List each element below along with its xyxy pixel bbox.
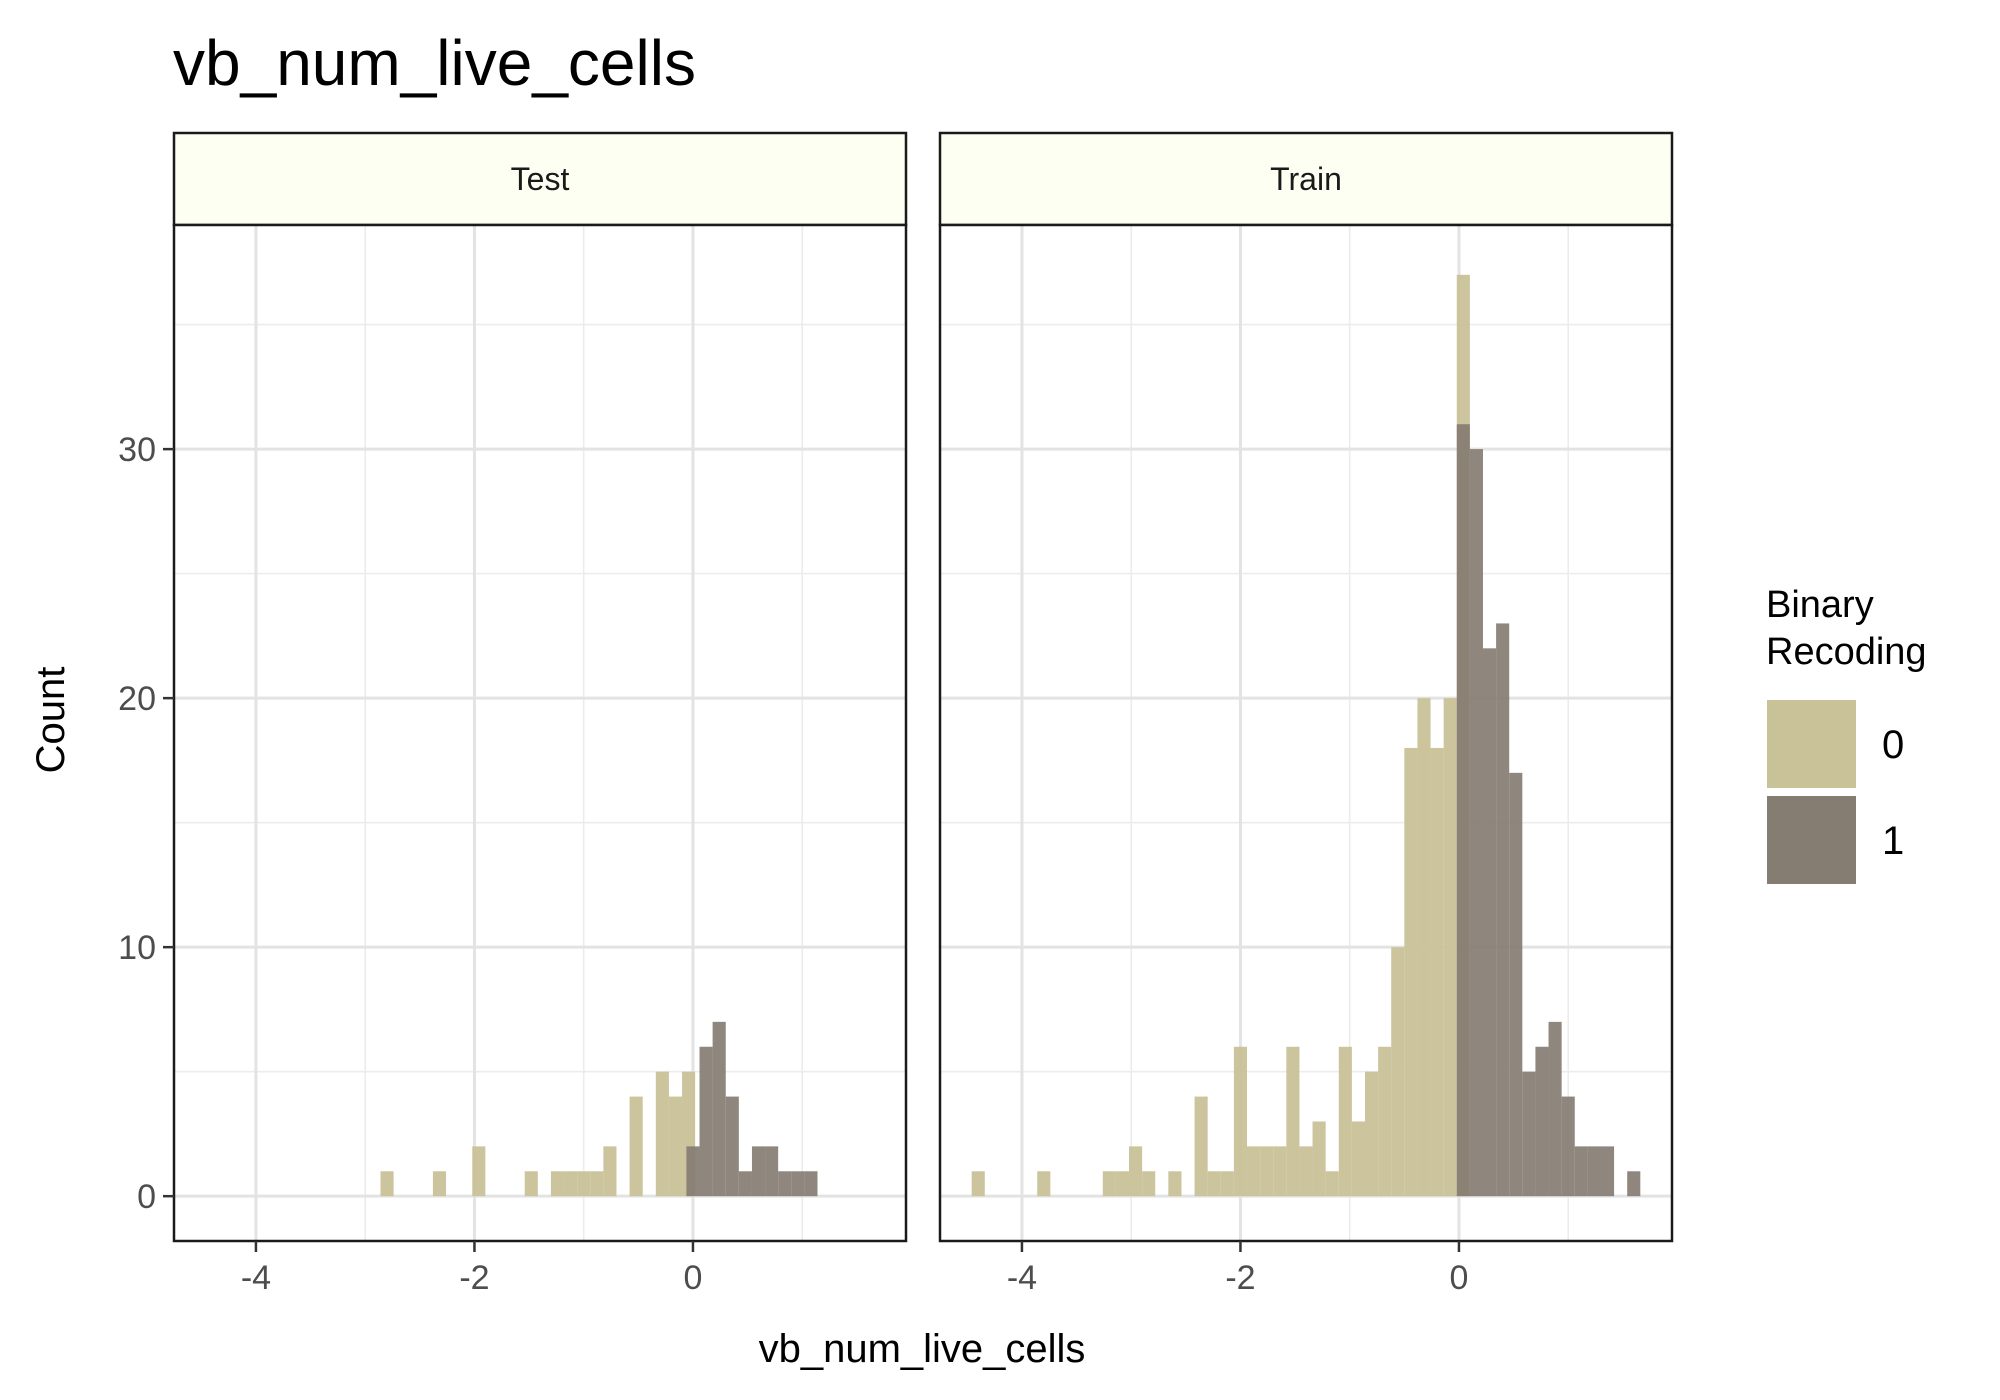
histogram-bar-series-1 [686, 1146, 700, 1197]
histogram-bar-series-1 [712, 1021, 726, 1197]
histogram-bar-series-0 [590, 1171, 604, 1197]
histogram-bar-series-1 [1456, 424, 1470, 1197]
histogram-bar-series-0 [472, 1146, 486, 1197]
legend-key-1 [1767, 796, 1856, 884]
histogram-bar-series-0 [1417, 698, 1431, 1197]
facet-train: Train -4 -2 0 [938, 131, 1674, 1297]
x-tick-label: -4 [241, 1259, 271, 1297]
y-tick-label: 30 [118, 431, 156, 469]
x-tick-label: -2 [1225, 1259, 1255, 1297]
histogram-bar-series-0 [1220, 1171, 1234, 1197]
histogram-bar-series-0 [1207, 1171, 1221, 1197]
histogram-bar-series-0 [971, 1171, 985, 1197]
legend-title-line: Recoding [1766, 631, 1927, 673]
histogram-bar-series-1 [778, 1171, 792, 1197]
histogram-bar-series-0 [1115, 1171, 1130, 1197]
strip-label: Test [511, 161, 570, 197]
histogram-bar-series-1 [1509, 772, 1523, 1197]
histogram-bar-series-0 [380, 1171, 394, 1197]
histogram-bar-series-0 [1260, 1146, 1274, 1197]
histogram-bar-series-0 [668, 1096, 683, 1197]
histogram-bar-series-1 [765, 1146, 779, 1197]
histogram-bar-series-1 [1535, 1046, 1549, 1197]
histogram-bar-series-0 [1129, 1146, 1143, 1197]
x-tick-label: 0 [1449, 1259, 1468, 1297]
x-axis-title: vb_num_live_cells [759, 1327, 1086, 1371]
histogram-bar-series-0 [1247, 1146, 1261, 1197]
histogram-bar-series-0 [1391, 947, 1405, 1197]
histogram-bar-series-0 [1325, 1171, 1339, 1197]
histogram-bar-series-1 [1561, 1096, 1575, 1197]
histogram-bar-series-0 [550, 1171, 565, 1197]
histogram-bar-series-0 [577, 1171, 591, 1197]
histogram-bar-series-1 [1587, 1146, 1601, 1197]
panel-border [938, 223, 1674, 1243]
y-tick-label: 20 [118, 680, 156, 718]
chart-title: vb_num_live_cells [173, 27, 696, 99]
histogram-bar-series-0 [1378, 1046, 1392, 1197]
panel-border [172, 223, 908, 1243]
histogram-bar-series-0 [655, 1071, 669, 1197]
histogram-bar-series-0 [1168, 1171, 1182, 1197]
histogram-bar-series-1 [1496, 623, 1510, 1197]
histogram-bar-series-1 [1574, 1146, 1588, 1197]
panel-background [940, 225, 1672, 1241]
histogram-bar-series-1 [804, 1171, 818, 1197]
histogram-bar-series-0 [432, 1171, 447, 1197]
histogram-bar-series-1 [725, 1096, 739, 1197]
histogram-bar-series-1 [738, 1171, 752, 1197]
y-tick-label: 0 [137, 1178, 156, 1216]
legend-title-line: Binary [1766, 584, 1874, 626]
histogram-bar-series-1 [791, 1171, 805, 1197]
histogram-bar-series-1 [751, 1146, 766, 1197]
facet-test: Test -4 -2 0 0 10 20 30 [118, 131, 908, 1297]
histogram-bar-series-1 [1548, 1021, 1562, 1197]
histogram-bar-series-1 [1627, 1171, 1641, 1197]
x-tick-label: -2 [459, 1259, 489, 1297]
histogram-bar-series-0 [564, 1171, 578, 1197]
histogram-bar-series-0 [1351, 1121, 1365, 1197]
histogram-bar-series-0 [1338, 1046, 1352, 1197]
histogram-bar-series-0 [524, 1171, 538, 1197]
legend-label-0: 0 [1882, 723, 1904, 767]
facet-panels: Test -4 -2 0 0 10 20 30 Train -4 -2 0 [118, 131, 1674, 1297]
histogram-bar-series-1 [699, 1046, 713, 1197]
histogram-bar-series-0 [603, 1146, 617, 1197]
histogram-bar-series-0 [1404, 747, 1418, 1197]
histogram-bar-series-0 [1142, 1171, 1156, 1197]
histogram-bar-series-1 [1600, 1146, 1615, 1197]
histogram-bar-series-0 [1443, 698, 1457, 1197]
histogram-bar-series-1 [1469, 449, 1483, 1197]
panel-background [174, 225, 906, 1241]
y-tick-label: 10 [118, 929, 156, 967]
x-tick-label: -4 [1007, 1259, 1037, 1297]
legend: Binary Recoding 0 1 [1766, 584, 1927, 884]
histogram-bar-series-0 [1286, 1046, 1300, 1197]
histogram-bar-series-0 [1312, 1121, 1326, 1197]
strip-label: Train [1270, 161, 1342, 197]
histogram-bar-series-0 [1194, 1096, 1208, 1197]
x-tick-label: 0 [683, 1259, 702, 1297]
histogram-bar-series-1 [1482, 648, 1497, 1197]
histogram-bar-series-0 [629, 1096, 643, 1197]
y-axis-title: Count [29, 667, 73, 774]
histogram-bar-series-0 [1299, 1146, 1313, 1197]
histogram-bar-series-1 [1522, 1071, 1536, 1197]
legend-key-0 [1767, 700, 1856, 788]
strip-background [938, 131, 1674, 227]
histogram-bar-series-0 [1102, 1171, 1116, 1197]
histogram-bar-series-0 [1037, 1171, 1051, 1197]
histogram-bar-series-0 [1233, 1046, 1248, 1197]
strip-background [172, 131, 908, 227]
histogram-bar-series-0 [1430, 747, 1444, 1197]
histogram-bar-series-0 [1273, 1146, 1287, 1197]
legend-label-1: 1 [1882, 819, 1904, 863]
histogram-bar-series-0 [1364, 1071, 1379, 1197]
